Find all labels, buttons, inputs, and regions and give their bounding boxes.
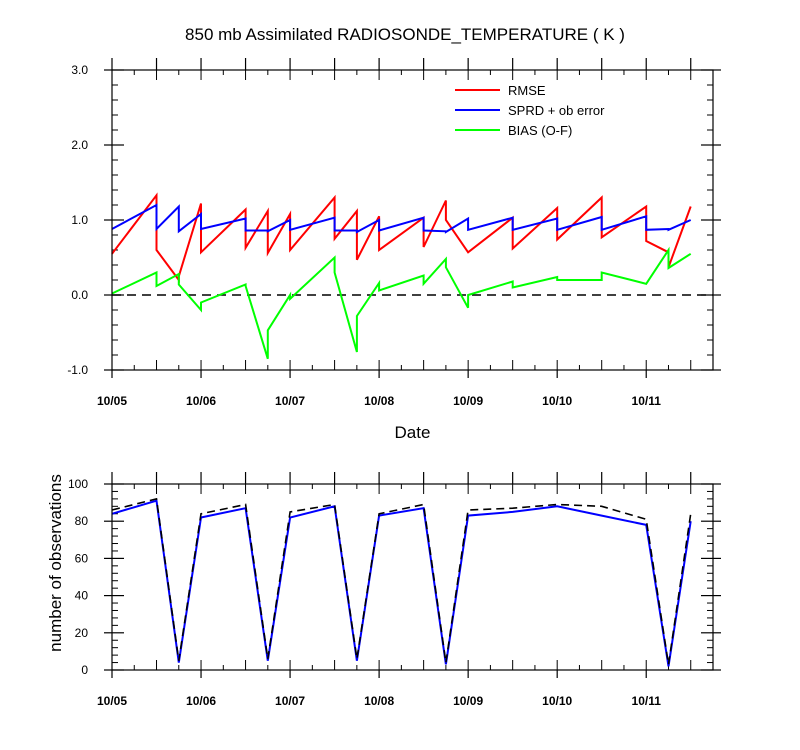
chart-title: 850 mb Assimilated RADIOSONDE_TEMPERATUR… <box>185 25 625 44</box>
y-tick-label: 0 <box>81 663 88 677</box>
x-tick-label: 10/08 <box>364 394 394 408</box>
bottom-panel: 10/05 10/06 10/07 10/08 10/09 10/10 10/11 0 20 40… <box>46 472 721 708</box>
x-tick-label: 10/07 <box>275 694 305 708</box>
y-tick-label: 60 <box>75 551 89 565</box>
bottom-panel-frame <box>111 483 714 671</box>
legend-label: RMSE <box>508 83 546 98</box>
y-tick-label: 2.0 <box>71 138 88 152</box>
y-tick-label: 40 <box>75 589 89 603</box>
legend-label: BIAS (O-F) <box>508 123 572 138</box>
y-tick-label: 80 <box>75 514 89 528</box>
y-tick-label: 20 <box>75 626 89 640</box>
top-panel-frame <box>111 69 714 371</box>
x-tick-label: 10/10 <box>542 394 572 408</box>
y-tick-label: 100 <box>68 477 88 491</box>
x-tick-label: 10/06 <box>186 694 216 708</box>
x-tick-label: 10/06 <box>186 394 216 408</box>
series-line: SPRD + ob error <box>111 203 692 234</box>
y-tick-label: 1.0 <box>71 213 88 227</box>
x-axis-label: Date <box>395 423 431 442</box>
series-line: BIAS (O-F) <box>111 246 692 360</box>
x-tick-label: 10/09 <box>453 394 483 408</box>
x-tick-label: 10/11 <box>632 694 662 708</box>
x-tick-label: 10/05 <box>97 394 127 408</box>
series-line: observations possible <box>111 497 692 665</box>
bottom-panel-ticks: 10/05 10/06 10/07 10/08 10/09 10/10 10/11 0 20 40… <box>68 472 721 708</box>
top-panel-ticks: 10/05 10/06 10/07 10/08 10/09 10/10 10/11 -1.0 0… <box>67 58 721 408</box>
x-tick-label: 10/09 <box>453 694 483 708</box>
y-tick-label: 0.0 <box>71 288 88 302</box>
legend-label: SPRD + ob error <box>508 103 605 118</box>
top-panel: 10/05 10/06 10/07 10/08 10/09 10/10 10/11 -1.0 0… <box>67 58 721 442</box>
x-tick-label: 10/10 <box>542 694 572 708</box>
bottom-panel-series: observations assimilatedobservations pos… <box>111 497 692 667</box>
x-tick-label: 10/11 <box>632 394 662 408</box>
x-tick-label: 10/08 <box>364 694 394 708</box>
x-tick-label: 10/07 <box>275 394 305 408</box>
series-line: RMSE <box>111 192 692 284</box>
y-axis-label: number of observations <box>46 474 65 652</box>
y-tick-label: -1.0 <box>67 363 88 377</box>
x-tick-label: 10/05 <box>97 694 127 708</box>
legend: RMSE SPRD + ob error BIAS (O-F) <box>455 83 605 138</box>
y-tick-label: 3.0 <box>71 63 88 77</box>
